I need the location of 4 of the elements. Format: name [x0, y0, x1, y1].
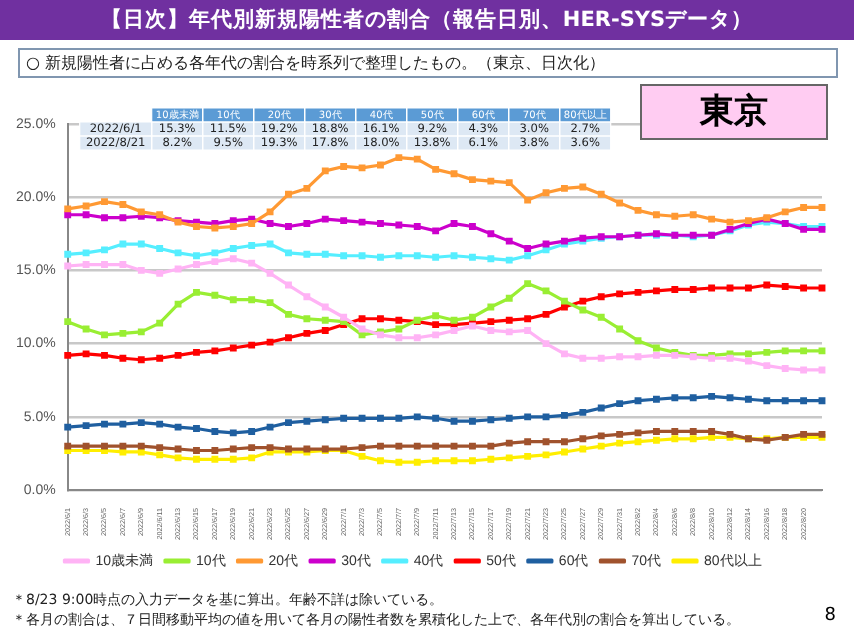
chart-title: 【日次】年代別新規陽性者の割合（報告日別、HER-SYSデータ） [0, 0, 854, 40]
chart-subtitle: ○ 新規陽性者に占める各年代の割合を時系列で整理したもの。（東京、日次化） [18, 48, 838, 78]
text: 8 [824, 606, 836, 626]
place-label: 東京 [640, 84, 828, 140]
